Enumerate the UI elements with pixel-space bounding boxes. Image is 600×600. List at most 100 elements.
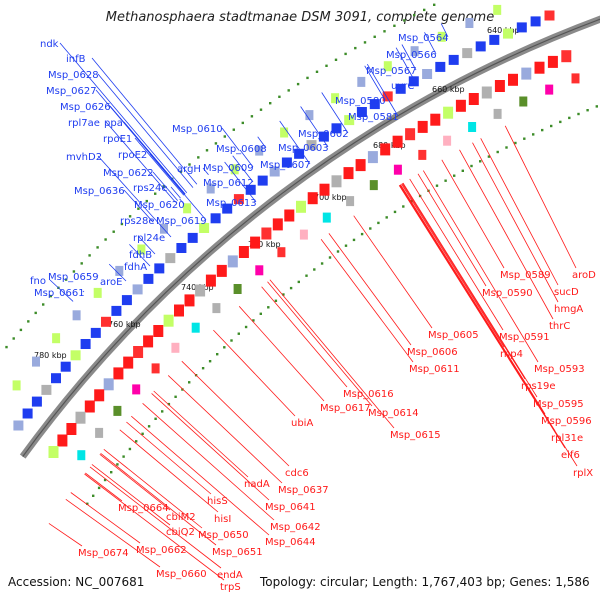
reverse-gene-label: cbiM2 [166, 512, 196, 523]
reverse-gene-feature [380, 143, 391, 156]
forward-gene-feature [462, 48, 473, 59]
reverse-gene-label: Msp_0650 [198, 530, 249, 541]
forward-gene-label: rpoE1 [103, 134, 132, 145]
reverse-gene-feature [284, 209, 295, 222]
forward-gene-feature [465, 18, 474, 28]
label-leader-line [422, 170, 539, 363]
kbp-tick-label: 700 kbp [314, 193, 347, 202]
label-leader-line [353, 215, 433, 329]
reverse-gene-label: Msp_0660 [156, 569, 207, 580]
label-leader-line [85, 472, 123, 502]
label-leader-line [70, 492, 141, 544]
forward-gene-feature [318, 131, 329, 142]
forward-gene-feature [187, 232, 198, 243]
reverse-gene-label: Msp_0591 [499, 332, 550, 343]
forward-gene-feature [199, 223, 210, 233]
kbp-tick-label: 720 kbp [248, 240, 281, 249]
forward-gene-feature [344, 115, 355, 126]
label-leader-line [267, 281, 373, 407]
label-leader-line [181, 360, 290, 467]
reverse-gene-feature [547, 55, 558, 68]
reverse-gene-feature [393, 164, 402, 175]
forward-gene-label: fno [30, 276, 46, 287]
reverse-gene-label: ubiA [291, 418, 313, 429]
reverse-gene-feature [571, 73, 580, 84]
label-leader-line [472, 142, 559, 303]
forward-gene-label: mvhD2 [66, 152, 102, 163]
accession-label: Accession: NC_007681 [8, 575, 145, 589]
label-leader-line [409, 178, 504, 331]
label-leader-line [366, 63, 399, 117]
reverse-gene-feature [508, 73, 518, 86]
label-leader-line [232, 155, 254, 183]
forward-gene-label: rps28e [120, 216, 155, 227]
forward-gene-feature [222, 203, 233, 214]
reverse-gene-feature [113, 405, 122, 416]
forward-gene-label: Msp_0567 [366, 66, 417, 77]
forward-gene-feature [176, 243, 187, 253]
forward-gene-label: Msp_0581 [348, 112, 399, 123]
reverse-gene-feature [212, 303, 221, 314]
forward-gene-feature [255, 145, 264, 156]
label-leader-line [142, 403, 275, 521]
forward-gene-feature [383, 61, 392, 72]
reverse-gene-label: rps19e [521, 381, 556, 392]
forward-gene-feature [115, 265, 124, 276]
reverse-gene-label: Msp_0616 [343, 389, 394, 400]
label-leader-line [137, 235, 156, 255]
label-leader-line [123, 189, 154, 223]
kbp-tick-label: 760 kbp [108, 320, 141, 329]
forward-gene-feature [280, 127, 289, 138]
reverse-gene-label: thrC [549, 321, 570, 332]
label-leader-line [221, 127, 240, 151]
label-leader-line [48, 523, 83, 547]
reverse-gene-feature [171, 342, 180, 353]
label-leader-line [184, 194, 207, 221]
forward-gene-feature [503, 28, 513, 39]
label-leader-line [108, 263, 127, 282]
reverse-gene-label: Msp_0662 [136, 545, 187, 556]
label-leader-line [400, 184, 546, 415]
reverse-gene-label: Msp_0605 [428, 330, 479, 341]
reverse-gene-feature [233, 284, 242, 294]
reverse-gene-feature [346, 196, 355, 207]
reverse-gene-feature [205, 274, 216, 287]
label-leader-line [401, 183, 526, 380]
reverse-gene-label: sucD [554, 287, 579, 298]
reverse-gene-label: Msp_0606 [407, 347, 458, 358]
reverse-gene-feature [481, 86, 492, 99]
label-leader-line [279, 120, 311, 165]
reverse-gene-feature [367, 151, 378, 164]
forward-gene-feature [410, 46, 419, 57]
forward-gene-feature [230, 164, 239, 175]
kbp-tick-label: 780 kbp [34, 351, 67, 360]
reverse-gene-label: Msp_0593 [534, 364, 585, 375]
forward-gene-feature [12, 380, 21, 391]
reverse-gene-feature [468, 122, 477, 132]
reverse-gene-feature [95, 427, 104, 438]
forward-gene-feature [245, 184, 256, 195]
reverse-gene-feature [392, 135, 403, 148]
reverse-gene-feature [355, 159, 366, 172]
forward-gene-label: Msp_0661 [34, 288, 85, 299]
forward-gene-label: Msp_0603 [278, 143, 329, 154]
forward-gene-label: Msp_0566 [386, 50, 437, 61]
forward-gene-feature [435, 61, 446, 72]
forward-gene-feature [183, 203, 192, 214]
forward-gene-label: rpoE2 [118, 150, 147, 161]
reverse-gene-label: Msp_0651 [212, 547, 263, 558]
label-leader-line [395, 47, 418, 86]
reverse-gene-feature [534, 61, 545, 74]
reverse-gene-feature [153, 325, 164, 337]
label-leader-line [170, 186, 181, 199]
gene-features [12, 4, 580, 461]
reverse-gene-feature [57, 434, 68, 447]
forward-gene-label: Msp_0619 [156, 216, 207, 227]
reverse-gene-label: Msp_0589 [500, 270, 551, 281]
forward-gene-feature [52, 333, 61, 344]
forward-gene-feature [437, 31, 446, 42]
forward-gene-feature [143, 273, 154, 284]
